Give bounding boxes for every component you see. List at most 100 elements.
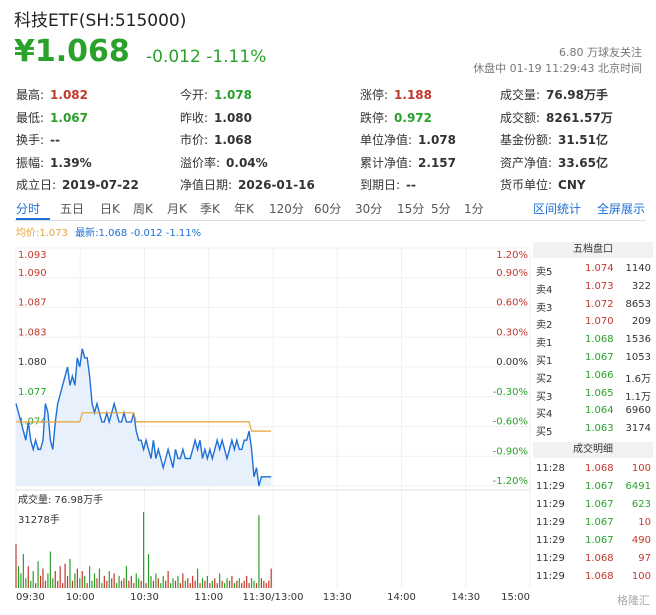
volume-bar [47, 573, 49, 588]
volume-bar [125, 566, 128, 588]
volume-bar [130, 575, 132, 588]
volume-bar [223, 583, 226, 588]
quote-value: 0.04% [226, 155, 268, 170]
volume-bar [35, 583, 37, 588]
volume-bar [152, 580, 155, 588]
range-stats-link[interactable]: 区间统计 [533, 202, 582, 216]
volume-bar [157, 578, 159, 588]
order-book-volume: 8653 [625, 298, 651, 310]
volume-bar [42, 568, 44, 588]
volume-bar [147, 553, 150, 588]
quote-cell: 涨停: 1.188 [360, 86, 432, 103]
volume-bar [174, 580, 177, 588]
watermark: 格隆汇 [617, 594, 650, 607]
volume-bar [268, 580, 270, 588]
quote-cell: 最高: 1.082 [16, 86, 88, 103]
tab-12[interactable]: 1分 [464, 202, 484, 216]
volume-bar [248, 583, 250, 588]
volume-bar [135, 573, 137, 588]
volume-bar [17, 566, 20, 588]
volume-bar [160, 583, 162, 588]
tab-10[interactable]: 15分 [397, 202, 425, 216]
order-book-volume: 1536 [625, 334, 651, 346]
y-tick-right: 0.90% [496, 268, 528, 279]
order-book-row: 买2 1.066 1.6万 [533, 367, 653, 385]
y-tick-left: 1.083 [18, 327, 47, 338]
order-book-label: 买3 [536, 391, 553, 403]
tab-7[interactable]: 120分 [269, 202, 304, 216]
order-book-row: 卖3 1.072 8653 [533, 296, 653, 314]
trade-row: 11:29 1.068 97 [533, 550, 653, 568]
tab-2[interactable]: 日K [100, 202, 120, 216]
volume-bar [250, 578, 253, 588]
order-book-price: 1.066 [585, 369, 614, 381]
order-book-label: 卖4 [536, 284, 553, 296]
volume-max-label: 31278手 [18, 513, 60, 526]
trade-price: 1.067 [585, 481, 614, 492]
y-tick-right: 0.60% [496, 298, 528, 309]
volume-bar [49, 551, 51, 588]
volume-bar [111, 578, 113, 588]
trade-price: 1.068 [585, 463, 614, 474]
trade-time: 11:28 [536, 463, 565, 474]
order-book-label: 买1 [536, 356, 553, 367]
volume-bar [22, 553, 24, 588]
tab-3[interactable]: 周K [133, 202, 153, 216]
quote-cell: 昨收: 1.080 [180, 109, 252, 126]
quote-label: 今开: [180, 88, 209, 102]
y-tick-right: 0.00% [496, 357, 528, 368]
quote-value: 1.39% [50, 155, 92, 170]
volume-bar [44, 580, 47, 588]
volume-bar [243, 580, 245, 588]
tab-0[interactable]: 分时 [16, 202, 41, 216]
volume-bar [106, 580, 108, 588]
tab-1[interactable]: 五日 [60, 202, 85, 216]
volume-bar [37, 561, 39, 588]
quote-label: 基金份额: [500, 133, 553, 147]
quote-value: 1.067 [50, 110, 89, 125]
order-book-row: 买3 1.065 1.1万 [533, 385, 653, 403]
tab-5[interactable]: 季K [200, 202, 220, 216]
trade-time: 11:29 [536, 535, 565, 546]
order-book-label: 卖5 [536, 267, 553, 278]
trade-time: 11:29 [536, 499, 565, 510]
follower-count: 6.80 万球友关注 [559, 46, 642, 59]
volume-bar [93, 573, 96, 588]
tab-9[interactable]: 30分 [355, 202, 383, 216]
price-change: -0.012 -1.11% [146, 47, 267, 67]
intraday-chart[interactable]: 1.093 1.20% 1.090 0.90% 1.087 0.60% 1.083 0.30%… [0, 238, 534, 608]
quote-value: 8261.57万 [546, 110, 613, 125]
quote-cell: 今开: 1.078 [180, 86, 252, 103]
volume-bar [167, 570, 169, 588]
avg-price-line [16, 412, 272, 432]
quote-value: 1.078 [214, 88, 253, 102]
current-price: ¥1.068 [14, 34, 130, 69]
volume-bar [238, 578, 240, 588]
tab-4[interactable]: 月K [167, 202, 187, 216]
volume-bar [118, 575, 120, 588]
quote-value: -- [50, 133, 61, 147]
quote-cell: 单位净值: 1.078 [360, 131, 456, 148]
volume-bar [206, 575, 209, 588]
price-line [15, 348, 272, 487]
volume-bar [27, 566, 29, 588]
quote-label: 资产净值: [500, 155, 553, 170]
tab-6[interactable]: 年K [234, 202, 254, 216]
volume-bar [216, 583, 218, 588]
fullscreen-link[interactable]: 全屏展示 [597, 202, 646, 216]
quote-cell: 最低: 1.067 [16, 109, 88, 126]
volume-bar [69, 558, 71, 588]
tab-8[interactable]: 60分 [314, 202, 342, 216]
trade-row: 11:29 1.067 623 [533, 496, 653, 514]
tab-11[interactable]: 5分 [431, 202, 451, 216]
volume-bar [20, 573, 22, 588]
y-tick-left: 1.090 [18, 268, 47, 279]
volume-bar [211, 580, 213, 588]
quote-value: 1.188 [394, 88, 433, 102]
quote-label: 跌停: [360, 110, 389, 125]
quote-value: 76.98万手 [546, 88, 609, 102]
volume-bar [81, 570, 83, 588]
trade-row: 11:29 1.067 6491 [533, 478, 653, 496]
order-book-title: 五档盘口 [533, 242, 653, 258]
quote-value: 0.972 [394, 110, 433, 125]
